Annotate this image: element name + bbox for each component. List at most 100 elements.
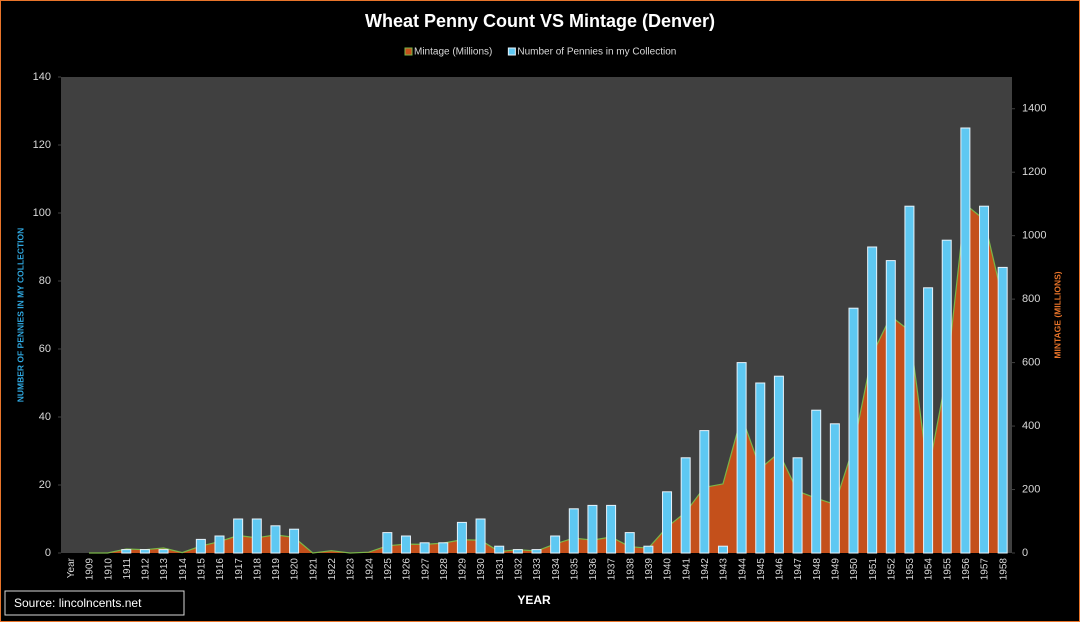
- bar: [251, 518, 262, 554]
- x-tick-label: 1923: [346, 558, 357, 581]
- bar: [475, 518, 486, 554]
- x-tick-label: 1938: [625, 558, 636, 581]
- bar: [736, 362, 747, 554]
- x-tick-label: 1948: [812, 558, 823, 581]
- x-tick-label: 1941: [681, 558, 692, 581]
- x-tick-label: 1936: [588, 558, 599, 581]
- legend-swatch: [507, 47, 516, 56]
- x-tick-label: 1934: [551, 558, 562, 581]
- chart-title: Wheat Penny Count VS Mintage (Denver): [365, 11, 715, 31]
- x-tick-label: 1933: [532, 558, 543, 581]
- x-tick-label: 1911: [122, 558, 133, 580]
- x-tick-label: 1950: [849, 558, 860, 581]
- y-tick-label: 20: [39, 479, 51, 491]
- bar: [438, 542, 449, 554]
- bar: [121, 549, 132, 554]
- x-tick-label: Year: [66, 557, 77, 578]
- bar: [885, 260, 896, 554]
- source-box: [4, 590, 185, 616]
- x-tick-label: 1922: [327, 558, 338, 581]
- bar: [867, 246, 878, 554]
- x-tick-label: 1943: [719, 558, 730, 581]
- x-tick-label: 1947: [793, 558, 804, 581]
- y2-tick-label: 1400: [1022, 103, 1046, 115]
- x-tick-label: 1957: [980, 558, 991, 581]
- y-tick-label: 40: [39, 411, 51, 423]
- x-tick-label: 1910: [103, 558, 114, 581]
- y-tick-label: 60: [39, 343, 51, 355]
- x-tick-label: 1909: [85, 558, 96, 581]
- bar: [773, 375, 784, 554]
- x-tick-label: 1946: [775, 558, 786, 581]
- x-tick-label: 1939: [644, 558, 655, 581]
- bar: [587, 504, 598, 554]
- y2-tick-label: 400: [1022, 420, 1040, 432]
- y2-axis-title: MINTAGE (MILLIONS): [1052, 271, 1062, 358]
- y2-tick-label: 600: [1022, 357, 1040, 369]
- x-tick-label: 1918: [252, 558, 263, 581]
- x-tick-label: 1913: [159, 558, 170, 581]
- bar: [941, 239, 952, 554]
- bar: [979, 205, 990, 554]
- x-tick-label: 1945: [756, 558, 767, 581]
- x-tick-label: 1958: [998, 558, 1009, 581]
- x-tick-label: 1924: [364, 558, 375, 581]
- x-tick-label: 1916: [215, 558, 226, 581]
- x-tick-label: 1930: [476, 558, 487, 581]
- x-tick-label: 1949: [830, 558, 841, 581]
- bar: [289, 528, 300, 554]
- x-tick-label: 1932: [513, 558, 524, 581]
- x-tick-label: 1928: [439, 558, 450, 581]
- bar: [829, 423, 840, 554]
- bar: [848, 307, 859, 554]
- x-tick-label: 1940: [663, 558, 674, 581]
- bar: [195, 538, 206, 554]
- y-tick-label: 140: [33, 71, 51, 83]
- bar: [512, 549, 523, 554]
- bar: [680, 457, 691, 554]
- y-tick-label: 120: [33, 139, 51, 151]
- bar: [624, 532, 635, 554]
- bar: [923, 287, 934, 554]
- x-tick-label: 1926: [402, 558, 413, 581]
- bar: [997, 266, 1008, 554]
- y2-tick-label: 200: [1022, 483, 1040, 495]
- bar: [960, 127, 971, 554]
- y2-tick-label: 800: [1022, 293, 1040, 305]
- bar: [270, 525, 281, 554]
- legend-label: Number of Pennies in my Collection: [517, 47, 676, 58]
- bar: [214, 535, 225, 554]
- bar: [792, 457, 803, 554]
- bar: [550, 535, 561, 554]
- x-tick-label: 1921: [308, 558, 319, 581]
- x-tick-label: 1931: [495, 558, 506, 581]
- bar: [139, 549, 150, 554]
- bar: [643, 545, 654, 554]
- bar: [158, 549, 169, 554]
- bar: [662, 491, 673, 554]
- bar: [419, 542, 430, 554]
- bar: [456, 521, 467, 554]
- bar: [811, 409, 822, 554]
- x-tick-label: 1944: [737, 558, 748, 581]
- bar: [531, 549, 542, 554]
- bar: [400, 535, 411, 554]
- x-tick-label: 1919: [271, 558, 282, 581]
- bar: [755, 382, 766, 554]
- x-axis-title: YEAR: [517, 593, 551, 607]
- bar: [568, 508, 579, 554]
- x-tick-label: 1935: [569, 558, 580, 581]
- y-tick-label: 100: [33, 207, 51, 219]
- legend-label: Mintage (Millions): [414, 47, 492, 58]
- bar: [233, 518, 244, 554]
- bar: [699, 430, 710, 554]
- y-tick-label: 0: [45, 547, 51, 559]
- x-tick-label: 1917: [234, 558, 245, 581]
- source: Source: lincolncents.net: [14, 596, 142, 610]
- x-tick-label: 1942: [700, 558, 711, 581]
- bar: [494, 545, 505, 554]
- x-tick-label: 1915: [196, 558, 207, 581]
- x-tick-label: 1914: [178, 558, 189, 581]
- x-tick-label: 1920: [290, 558, 301, 581]
